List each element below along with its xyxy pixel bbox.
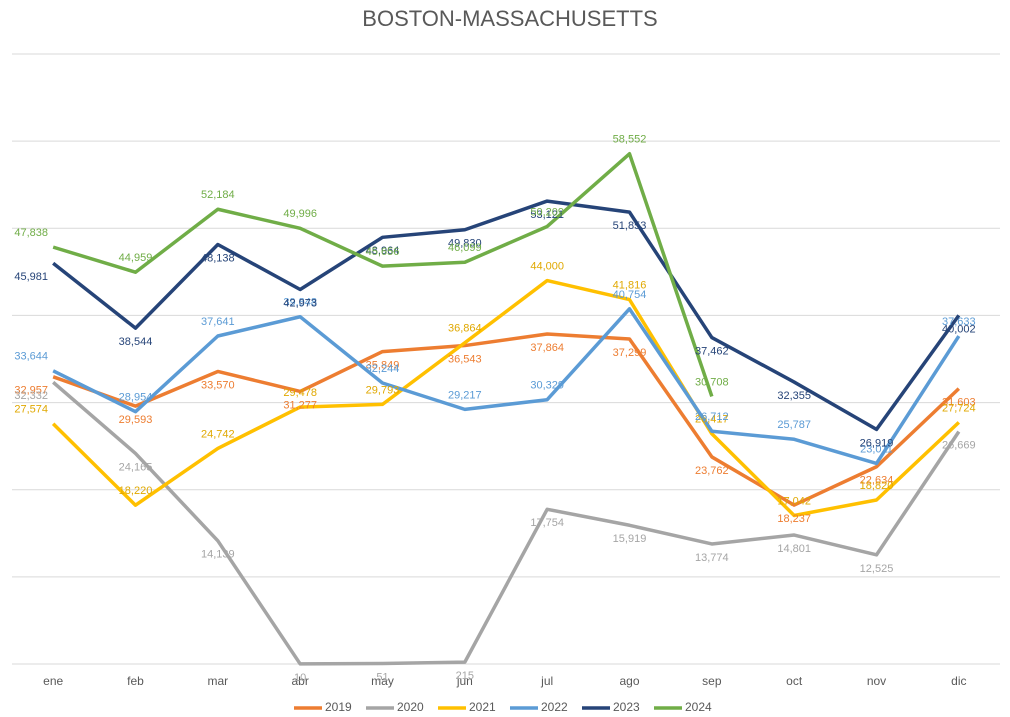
series-line — [52, 152, 714, 397]
data-label: 33,570 — [201, 379, 235, 391]
data-label: 47,838 — [14, 227, 48, 239]
data-label: 12,525 — [860, 563, 894, 575]
data-label: 18,220 — [119, 485, 153, 497]
data-label: 44,959 — [119, 252, 153, 264]
data-label: 32,244 — [366, 363, 400, 375]
data-label: 33,644 — [14, 351, 48, 363]
data-label: 31,277 — [283, 399, 317, 411]
data-label: 40,754 — [613, 289, 647, 301]
legend-label: 2022 — [541, 700, 568, 714]
data-label: 25,787 — [777, 419, 811, 431]
data-label: 14,801 — [777, 543, 811, 555]
series-line — [52, 199, 961, 432]
data-label: 46,099 — [448, 242, 482, 254]
data-label: 15,919 — [613, 533, 647, 545]
data-label: 50,209 — [530, 206, 564, 218]
data-label: 27,724 — [942, 402, 976, 414]
chart-title: BOSTON-MASSACHUSETTS — [362, 6, 657, 31]
data-label: 23,762 — [695, 465, 729, 477]
data-label: 22,634 — [860, 475, 894, 487]
legend-label: 2024 — [685, 700, 712, 714]
data-label: 49,830 — [448, 238, 482, 250]
data-label: 44,000 — [530, 260, 564, 272]
data-label: 29,793 — [366, 384, 400, 396]
data-label: 35,849 — [366, 360, 400, 372]
data-label: 42,973 — [283, 297, 317, 309]
x-tick-label: nov — [867, 674, 886, 688]
data-label: 48,964 — [366, 245, 400, 257]
data-label: 26,712 — [695, 411, 729, 423]
data-label: 37,633 — [942, 316, 976, 328]
x-tick-label: ago — [619, 674, 639, 688]
data-label: 32,355 — [777, 390, 811, 402]
x-tick-label: abr — [291, 674, 308, 688]
x-tick-label: jul — [540, 674, 553, 688]
data-label: 58,552 — [613, 134, 647, 146]
legend-label: 2023 — [613, 700, 640, 714]
series-line — [52, 332, 961, 507]
data-label: 215 — [456, 670, 474, 682]
x-tick-label: oct — [786, 674, 803, 688]
data-label: 31,603 — [942, 397, 976, 409]
data-label: 13,774 — [695, 552, 729, 564]
data-label: 51,853 — [613, 220, 647, 232]
series-line — [52, 307, 961, 466]
data-label: 26,669 — [942, 440, 976, 452]
legend-label: 2019 — [325, 700, 352, 714]
data-label: 24,742 — [201, 428, 235, 440]
x-tick-label: jun — [456, 674, 473, 688]
x-tick-label: feb — [127, 674, 144, 688]
data-label: 36,543 — [448, 353, 482, 365]
legend-label: 2020 — [397, 700, 424, 714]
data-label: 48,138 — [201, 252, 235, 264]
data-label: 17,754 — [530, 517, 564, 529]
data-label: 45,981 — [14, 271, 48, 283]
x-tick-label: dic — [951, 674, 966, 688]
x-tick-label: ene — [43, 674, 63, 688]
data-label: 18,820 — [860, 480, 894, 492]
data-label: 18,237 — [777, 513, 811, 525]
data-label: 32,957 — [14, 385, 48, 397]
data-label: 45,656 — [366, 246, 400, 258]
data-label: 32,332 — [14, 390, 48, 402]
data-label: 53,121 — [530, 209, 564, 221]
series-line — [52, 380, 961, 666]
data-label: 28,954 — [119, 392, 153, 404]
data-label: 24,165 — [119, 461, 153, 473]
data-label: 49,996 — [283, 208, 317, 220]
series-line — [51, 278, 961, 518]
data-label: 41,816 — [613, 280, 647, 292]
data-label: 17,042 — [777, 495, 811, 507]
data-label: 38,544 — [119, 336, 153, 348]
data-label: 23,011 — [860, 443, 893, 455]
data-label: 37,462 — [695, 345, 729, 357]
data-label: 39,848 — [283, 297, 317, 309]
data-label: 29,217 — [448, 389, 482, 401]
data-label: 26,919 — [860, 437, 894, 449]
data-label: 36,864 — [448, 323, 482, 335]
data-label: 30,329 — [530, 380, 564, 392]
x-tick-label: mar — [207, 674, 228, 688]
data-label: 37,641 — [201, 316, 235, 328]
data-label: 40,002 — [942, 323, 976, 335]
data-label: 52,184 — [201, 189, 235, 201]
data-label: 30,708 — [695, 376, 729, 388]
data-label: 29,478 — [283, 387, 317, 399]
data-label: 26,417 — [695, 414, 729, 426]
data-label: 29,593 — [119, 414, 153, 426]
data-label: 10 — [294, 672, 306, 684]
data-label: 51 — [376, 671, 388, 683]
legend-label: 2021 — [469, 700, 496, 714]
x-tick-label: may — [371, 674, 394, 688]
data-label: 14,139 — [201, 549, 235, 561]
data-label: 27,574 — [14, 404, 48, 416]
data-label: 37,864 — [530, 342, 564, 354]
x-tick-label: sep — [702, 674, 722, 688]
data-label: 37,299 — [613, 347, 647, 359]
